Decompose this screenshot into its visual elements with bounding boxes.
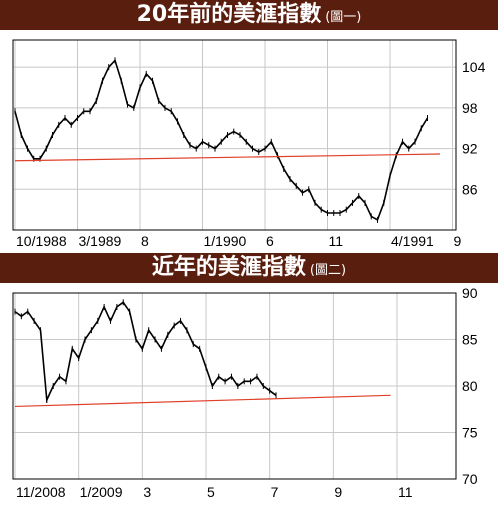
chart1-svg: 10/1988 3/1989 8 1/1990 6 11 4/1991 9 104 98 92 86 [12,39,486,249]
chart2-x-tick-label: 9 [334,484,342,500]
chart2-x-tick-label: 11 [398,484,413,500]
chart2-x-tick-label: 1/2009 [80,484,123,500]
chart1-x-tick-label: 6 [266,233,274,249]
chart1-y-tick-label: 104 [462,59,486,75]
chart2-y-tick-label: 80 [462,378,478,394]
chart1-title: 20年前的美滙指數 [136,2,322,27]
chart2-x-tick-label: 7 [271,484,279,500]
chart2-trend-line [14,394,391,408]
chart1-trend-line [14,153,441,162]
chart1-x-tick-label: 8 [141,233,149,249]
chart1-y-tick-label: 92 [462,141,478,157]
chart1-banner: 20年前的美滙指數 (圖一) [0,0,498,30]
chart1-x-tick-label: 10/1988 [16,233,67,249]
chart2-y-tick-label: 70 [462,471,478,487]
chart1-x-tick-label: 3/1989 [79,233,122,249]
chart1-plot-area [12,39,457,231]
chart2-banner: 近年的美滙指數 (圖二) [0,253,498,283]
chart2-frame [12,292,457,480]
chart2-y-tick-label: 75 [462,425,478,441]
chart1-frame [12,39,457,231]
chart1-y-tick-label: 98 [462,100,478,116]
chart2-svg: 11/2008 1/2009 3 5 7 9 11 90 85 80 75 70 [12,285,478,500]
chart2-y-tick-label: 90 [462,285,478,301]
chart2-subtitle: (圖二) [309,263,347,278]
chart1-x-tick-label: 11 [329,233,344,249]
chart2-x-tick-label: 3 [143,484,151,500]
chart2-y-tick-label: 85 [462,332,478,348]
chart2-x-tick-label: 5 [207,484,215,500]
chart1-y-tick-label: 86 [462,181,478,197]
chart1-x-tick-label: 4/1991 [391,233,434,249]
chart1-subtitle: (圖一) [325,10,362,25]
chart2-x-tick-label: 11/2008 [16,484,66,500]
chart1-x-tick-label: 9 [454,233,462,249]
chart2-index-line [14,301,277,404]
chart2-title: 近年的美滙指數 [151,255,306,280]
chart1-x-tick-label: 1/1990 [204,233,247,249]
